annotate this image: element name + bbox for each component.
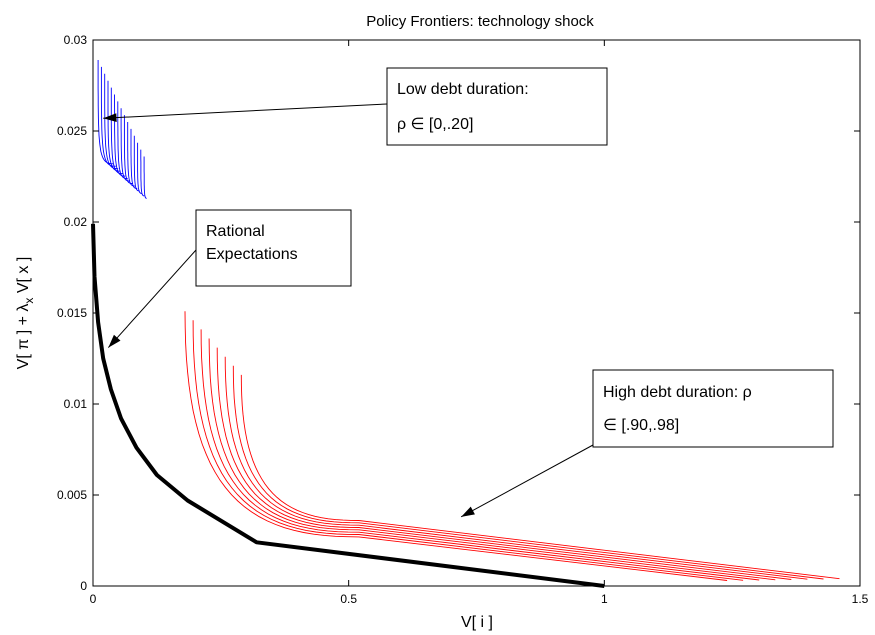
y-tick-label: 0.005	[57, 488, 87, 502]
annotation-low-line-1: Low debt duration:	[397, 81, 529, 98]
series-line-high-duration	[200, 329, 760, 581]
annotation-arrow-high	[460, 444, 594, 518]
annotation-rational-expectations: Rational Expectations	[195, 209, 352, 287]
axis-labels: V[ i ] V[ π ] + λx V[ x ]	[15, 257, 493, 631]
y-axis-label-suffix: V[ x ]	[15, 257, 32, 298]
y-axis-label-subscript: x	[22, 298, 36, 304]
series-line-low-duration	[123, 115, 133, 184]
annotation-rational-line-1: Rational	[206, 223, 265, 240]
annotation-low-box	[386, 67, 608, 146]
y-tick-label: 0.025	[57, 124, 87, 138]
x-tick-label: 0.5	[340, 592, 357, 606]
series-line-low-duration	[117, 101, 128, 180]
series-line-low-duration	[140, 149, 145, 197]
series-line-low-duration	[133, 135, 140, 192]
annotation-arrowhead-rational	[108, 334, 121, 348]
annotation-arrow-rational	[107, 249, 197, 348]
y-axis-label: V[ π ] + λx V[ x ]	[15, 257, 36, 370]
series-line-low-duration	[143, 156, 147, 199]
annotation-high-line-2: ∈ [.90,.98]	[603, 417, 679, 434]
series-line-high-duration	[184, 311, 728, 581]
x-tick-label: 0	[90, 592, 97, 606]
x-tick-label: 1.5	[852, 592, 869, 606]
annotation-rational-line-2: Expectations	[206, 246, 298, 263]
y-tick-label: 0.01	[64, 397, 88, 411]
y-tick-label: 0	[80, 579, 87, 593]
series-line-low-duration	[120, 108, 131, 182]
series-line-high-duration	[208, 338, 776, 581]
annotation-arrow-low	[103, 103, 388, 119]
annotation-low-line-2: ρ ∈ [0,.20]	[397, 116, 473, 133]
annotation-arrowhead-high	[461, 506, 475, 517]
series-line-low-duration	[130, 128, 138, 189]
y-tick-label: 0.015	[57, 306, 87, 320]
series-line-low-duration	[114, 94, 126, 177]
y-axis-label-prefix: V[ π ] + λ	[15, 304, 32, 370]
x-tick-label: 1	[601, 592, 608, 606]
annotation-arrowhead-low	[103, 113, 117, 122]
annotation-high-duration: High debt duration: ρ ∈ [.90,.98]	[592, 369, 834, 448]
y-tick-label: 0.02	[64, 215, 88, 229]
tick-layer: 0 0.5 1 1.5 0 0.005 0.01 0.015 0.02 0.025 0.03	[57, 33, 869, 606]
series-line-high-duration	[192, 320, 744, 581]
series-line-low-duration	[127, 122, 135, 187]
y-tick-label: 0.03	[64, 33, 88, 47]
annotation-high-line-1: High debt duration: ρ	[603, 384, 752, 401]
annotation-rational-box	[195, 209, 352, 287]
series-line-high-duration	[216, 347, 792, 580]
annotations: Low debt duration: ρ ∈ [0,.20] Rational …	[103, 67, 834, 518]
series-line-rational-expectations	[91, 223, 605, 588]
series-line-low-duration	[137, 142, 142, 194]
series-line-high-duration	[240, 374, 840, 580]
x-axis-label: V[ i ]	[461, 614, 493, 631]
annotation-high-box	[592, 369, 834, 448]
series-line-high-duration	[232, 365, 824, 580]
annotation-arrows	[103, 103, 594, 518]
series-line-high-duration	[224, 356, 808, 580]
chart-title: Policy Frontiers: technology shock	[366, 13, 594, 30]
annotation-low-duration: Low debt duration: ρ ∈ [0,.20]	[386, 67, 608, 146]
